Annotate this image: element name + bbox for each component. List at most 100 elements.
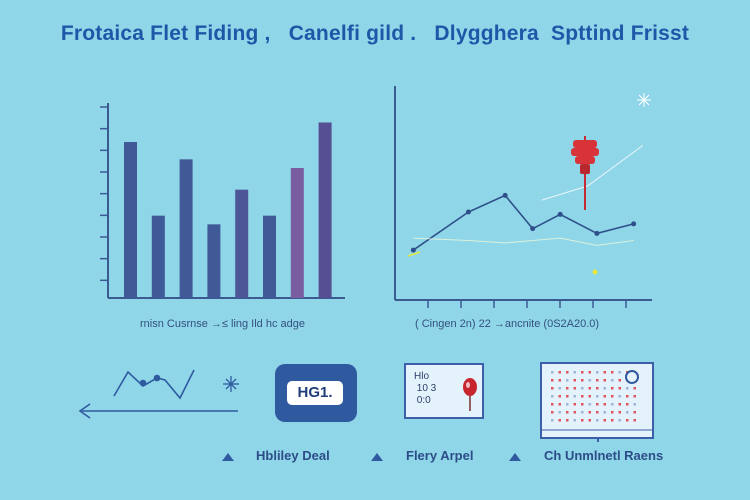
grid-dot (573, 379, 576, 382)
grid-dot (566, 371, 569, 374)
bar-chart-bars (124, 122, 332, 298)
page-title: Frotaica Flet Fiding , Canelfi gild . Dl… (60, 22, 690, 45)
grid-dot (588, 395, 591, 398)
grid-dot (596, 403, 599, 406)
grid-dot (603, 411, 606, 414)
grid-dot (611, 379, 614, 382)
grid-dot (611, 395, 614, 398)
badge-label: HG1. (287, 381, 343, 405)
grid-dot (633, 419, 636, 422)
grid-dot (551, 371, 554, 374)
series-line (413, 237, 634, 246)
grid-dot (566, 387, 569, 390)
grid-dot (551, 419, 554, 422)
grid-dot (596, 371, 599, 374)
grid-dot (603, 371, 606, 374)
grid-dot (626, 387, 629, 390)
grid-dot (596, 379, 599, 382)
bar (263, 215, 276, 298)
grid-dot (558, 387, 561, 390)
grid-dot (603, 419, 606, 422)
grid-dot (611, 403, 614, 406)
sparkle-icon (637, 93, 651, 107)
grid-dot (573, 395, 576, 398)
grid-dot (588, 387, 591, 390)
bottom-label-3: Ch Unmlnetl Raens (544, 448, 664, 463)
grid-dot (626, 403, 629, 406)
grid-dot (596, 387, 599, 390)
grid-dot (618, 411, 621, 414)
highlight-point (592, 269, 598, 275)
grid-screen-icon (540, 362, 654, 442)
sparkle-icon (223, 376, 239, 392)
grid-dot (558, 419, 561, 422)
bottom-label-1: Hbliley Deal (256, 448, 330, 463)
grid-dot (558, 371, 561, 374)
data-point (594, 230, 600, 236)
grid-dot (618, 371, 621, 374)
grid-dot (603, 395, 606, 398)
bar (124, 142, 137, 298)
grid-dot (566, 419, 569, 422)
grid-dot (611, 411, 614, 414)
grid-dot (551, 387, 554, 390)
info-card: Hlo 10 3 0:0 (404, 363, 484, 419)
grid-dot (551, 379, 554, 382)
grid-dot (626, 395, 629, 398)
bottom-label-2: Flery Arpel (406, 448, 474, 463)
card-text: Hlo 10 3 0:0 (414, 371, 437, 406)
grid-dot (588, 419, 591, 422)
grid-dot (581, 403, 584, 406)
grid-dot (551, 411, 554, 414)
grid-dot (573, 411, 576, 414)
grid-dot (581, 395, 584, 398)
data-point (530, 226, 536, 232)
id-badge: HG1. (275, 364, 357, 422)
grid-dot (588, 371, 591, 374)
line-chart (394, 86, 652, 308)
grid-dot (573, 419, 576, 422)
bar (207, 224, 221, 298)
grid-dot (603, 403, 606, 406)
trend-line-icon (113, 369, 195, 400)
grid-dot (618, 419, 621, 422)
bar-chart-ticks (100, 106, 108, 282)
grid-dot (603, 387, 606, 390)
grid-dot (566, 379, 569, 382)
line-chart-caption: ( Cingen 2n) 22 →ancnite (0S2A20.0) (415, 318, 600, 330)
grid-dot (573, 387, 576, 390)
grid-dot (581, 387, 584, 390)
red-marker-icon (571, 136, 599, 210)
bar (179, 159, 193, 298)
triangle-marker-icon (222, 453, 234, 461)
series-line (412, 194, 634, 251)
line-chart-ticks (427, 300, 627, 308)
grid-dot (588, 411, 591, 414)
bar (318, 122, 332, 298)
grid-dot (573, 403, 576, 406)
grid-dot (633, 387, 636, 390)
grid-dot (633, 411, 636, 414)
grid-dot (618, 379, 621, 382)
grid-dot (626, 411, 629, 414)
grid-dot (611, 387, 614, 390)
bar-chart (100, 103, 345, 299)
grid-dot (566, 395, 569, 398)
grid-dot (611, 371, 614, 374)
data-point (631, 221, 637, 227)
grid-dot (581, 379, 584, 382)
grid-dot (588, 403, 591, 406)
grid-dot (551, 403, 554, 406)
data-point (502, 192, 508, 198)
grid-dot (573, 371, 576, 374)
grid-dot (566, 403, 569, 406)
grid-dot (566, 411, 569, 414)
grid-dot (581, 411, 584, 414)
grid-dot (558, 411, 561, 414)
grid-dot (581, 371, 584, 374)
data-point (410, 247, 416, 253)
bar-chart-caption: rnisn Cusrnse →≤ ling Ild hc adge (140, 318, 306, 330)
red-marker-icon (463, 378, 477, 411)
triangle-marker-icon (509, 453, 521, 461)
